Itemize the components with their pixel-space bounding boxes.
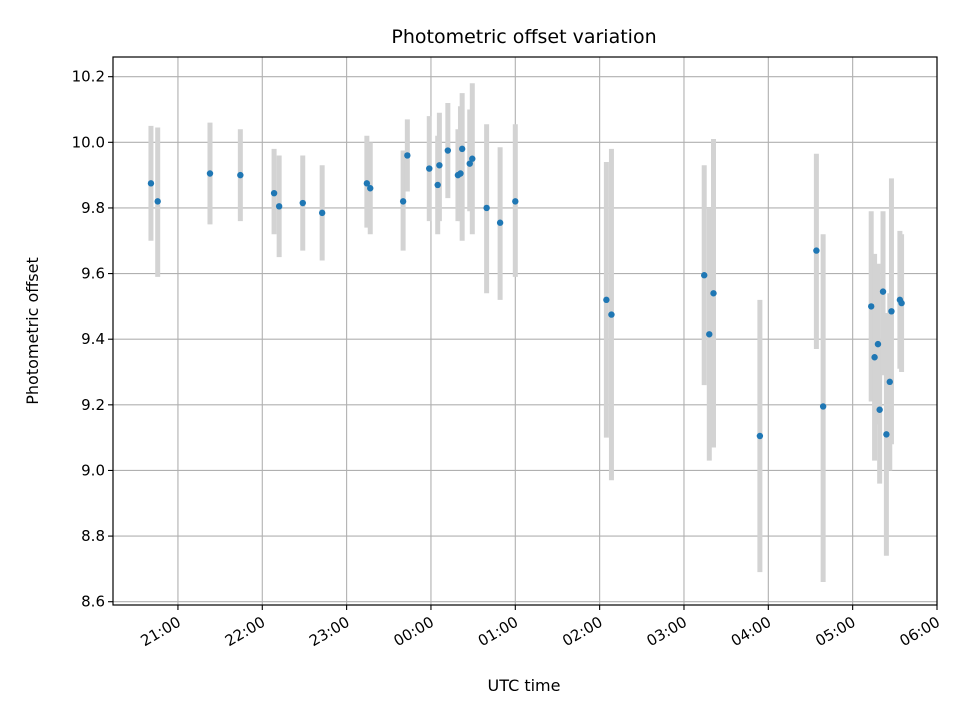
x-tick-label: 05:00 [812, 613, 858, 650]
y-tick-label: 9.0 [81, 461, 105, 479]
y-tick-label: 9.4 [81, 330, 105, 348]
data-point [458, 145, 466, 153]
data-point [888, 308, 895, 315]
y-tick-label: 9.2 [81, 396, 105, 414]
data-point [883, 431, 890, 438]
data-point [706, 331, 713, 338]
data-point [147, 180, 155, 187]
y-tick-label: 8.8 [81, 527, 105, 545]
data-point [876, 406, 883, 413]
x-tick-label: 23:00 [306, 613, 352, 650]
data-points [147, 145, 905, 440]
x-tick-label: 02:00 [559, 613, 605, 650]
data-point [871, 354, 878, 361]
data-point [426, 165, 433, 172]
data-point [466, 160, 473, 167]
x-tick-label: 22:00 [222, 613, 268, 650]
data-point [367, 185, 374, 192]
data-point [512, 198, 519, 205]
y-tick-label: 10.0 [72, 133, 105, 151]
y-tick-label: 9.8 [81, 199, 105, 217]
data-point [879, 288, 887, 295]
data-point [813, 247, 820, 254]
grid-lines [113, 57, 938, 605]
data-point [756, 432, 764, 440]
data-point [206, 170, 214, 177]
x-tick-label: 03:00 [644, 613, 690, 650]
x-tick-label: 04:00 [728, 613, 774, 650]
x-axis-label: UTC time [488, 676, 561, 695]
y-axis-ticks: 8.6 8.8 9.0 9.2 9.4 9.6 9.8 10.0 10.2 [72, 68, 113, 611]
chart-title: Photometric offset variation [391, 26, 656, 48]
data-point [436, 162, 443, 169]
x-tick-label: 06:00 [897, 613, 943, 650]
data-point [469, 155, 476, 162]
y-tick-label: 10.2 [72, 68, 105, 86]
data-point [318, 209, 326, 217]
data-point [710, 290, 717, 297]
y-tick-label: 9.6 [81, 265, 105, 283]
data-point [874, 340, 882, 348]
x-tick-label: 00:00 [391, 613, 437, 650]
y-axis-label: Photometric offset [23, 257, 42, 405]
x-tick-label: 01:00 [475, 613, 521, 650]
data-point [444, 147, 452, 154]
plot-area-frame [112, 56, 938, 606]
y-tick-label: 8.6 [81, 593, 105, 611]
data-point [868, 303, 875, 310]
data-point [819, 403, 827, 410]
data-point [701, 272, 708, 279]
data-point [496, 219, 504, 226]
data-point [404, 152, 411, 159]
data-point [154, 198, 161, 205]
x-tick-label: 21:00 [137, 613, 183, 650]
data-point [603, 296, 610, 304]
data-point [434, 181, 441, 189]
data-point [399, 198, 407, 205]
data-point [363, 180, 371, 187]
error-bars [148, 83, 905, 583]
data-point [237, 171, 244, 179]
x-axis-ticks: 21:00 22:00 23:00 00:00 01:00 02:00 03:00 04:00… [137, 605, 943, 650]
data-point [483, 204, 490, 212]
data-point [898, 299, 905, 307]
data-point [886, 378, 893, 386]
data-point [299, 199, 306, 207]
data-point [457, 170, 464, 177]
data-point [608, 311, 615, 318]
data-point [270, 189, 278, 197]
data-point [275, 203, 283, 210]
